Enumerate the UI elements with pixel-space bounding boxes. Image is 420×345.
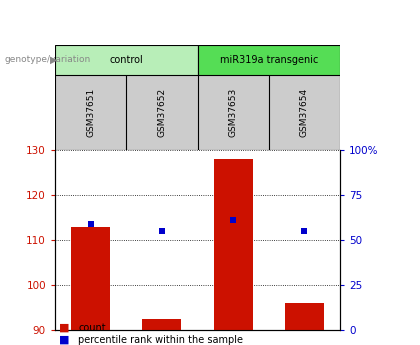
Text: count: count xyxy=(78,323,106,333)
Bar xyxy=(213,159,253,330)
Text: percentile rank within the sample: percentile rank within the sample xyxy=(78,335,243,345)
Text: genotype/variation: genotype/variation xyxy=(4,56,90,65)
Bar xyxy=(55,45,197,75)
Bar xyxy=(71,227,110,330)
Title: GDS2066 / 265892_at: GDS2066 / 265892_at xyxy=(121,136,273,149)
Text: GSM37653: GSM37653 xyxy=(228,88,238,137)
Text: GSM37654: GSM37654 xyxy=(300,88,309,137)
Text: GSM37651: GSM37651 xyxy=(86,88,95,137)
Text: GSM37652: GSM37652 xyxy=(158,88,166,137)
Bar xyxy=(142,319,181,330)
Bar xyxy=(269,75,340,150)
Bar xyxy=(197,45,340,75)
Bar xyxy=(126,75,197,150)
Text: ■: ■ xyxy=(59,335,70,345)
Text: ■: ■ xyxy=(59,323,70,333)
Bar xyxy=(55,75,126,150)
Text: miR319a transgenic: miR319a transgenic xyxy=(220,55,318,65)
Bar xyxy=(285,303,324,330)
Text: control: control xyxy=(109,55,143,65)
Bar xyxy=(197,75,269,150)
Text: ▶: ▶ xyxy=(50,55,58,65)
